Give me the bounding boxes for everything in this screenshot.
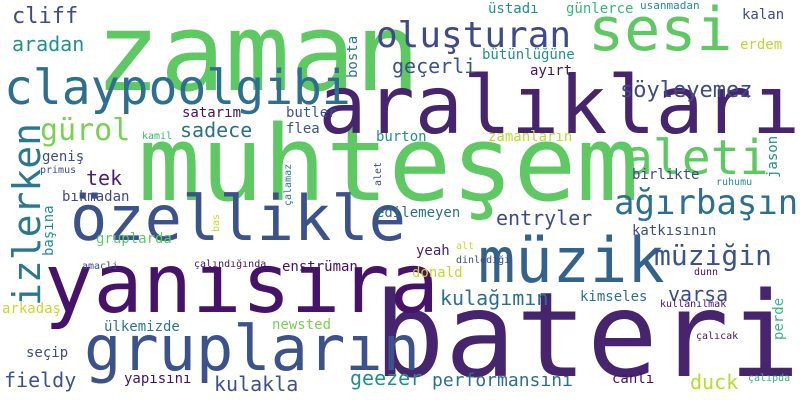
word-varsa: varsa — [668, 282, 729, 306]
word-aradan: aradan — [12, 32, 85, 56]
word-birlikte: birlikte — [632, 167, 700, 183]
word-erdem: erdem — [740, 37, 783, 53]
word-olusturan: oluşturan — [376, 15, 572, 56]
word-yanisira: yanısıra — [44, 237, 439, 332]
word-duck: duck — [690, 370, 739, 394]
word-calindiginda: çalındığında — [194, 259, 267, 270]
word-gunlerce: günlerce — [566, 1, 634, 17]
word-bas: bas — [211, 213, 222, 232]
word-primus: primus — [40, 165, 77, 176]
word-tek: tek — [86, 166, 123, 190]
word-perde: perde — [771, 297, 787, 340]
word-entryler: entryler — [496, 206, 593, 230]
word-muhtesem: muhteşem — [138, 103, 639, 225]
word-geezer: geezer — [350, 366, 423, 390]
word-performansini: performansını — [432, 370, 573, 391]
word-newsted: newsted — [272, 317, 332, 333]
word-edilemeyen: edilemeyen — [376, 205, 461, 221]
word-ruhumu: ruhumu — [716, 177, 753, 188]
word-canli: canlı — [612, 371, 655, 387]
word-genis: geniş — [42, 149, 85, 165]
word-cliff: cliff — [12, 4, 79, 29]
word-aleti: aleti — [624, 130, 769, 186]
word-butunlugune: bütünlüğüne — [482, 47, 575, 63]
word-gruplarda: gruplarda — [96, 231, 172, 247]
word-donald: donald — [412, 265, 463, 281]
word-bateri: bateri — [373, 266, 800, 400]
word-satarim: satarım — [182, 105, 242, 121]
word-kamil: kamil — [142, 131, 173, 142]
word-yapisini: yapısını — [124, 371, 192, 387]
word-bikmadan: bıkmadan — [62, 189, 130, 205]
word-zaman: zaman — [95, 0, 421, 116]
word-claypoolgibi: claypoolgibi — [4, 60, 351, 116]
word-kullanilmak: kullanılmak — [660, 299, 727, 310]
word-sesi: sesi — [588, 0, 733, 65]
word-calipda: çalıpda — [748, 373, 791, 384]
word-gruplarin: grupların — [84, 312, 420, 385]
word-ustadi: üstadı — [488, 1, 539, 17]
word-araliklari: aralıkları — [318, 59, 800, 152]
word-enstruman: enstrüman — [282, 259, 358, 275]
word-jason: jason — [765, 135, 781, 178]
word-sadece: sadece — [180, 118, 253, 142]
word-amacli: amacli — [82, 261, 119, 272]
word-ulkemizde: ülkemizde — [104, 319, 180, 335]
word-kulakla: kulakla — [214, 372, 299, 396]
word-bosta: bosta — [345, 35, 361, 78]
word-yeah: yeah — [416, 243, 450, 259]
word-burton: burton — [376, 129, 427, 145]
word-kimseles: kimseles — [580, 289, 648, 305]
word-dunn: dunn — [694, 267, 719, 278]
word-muzigin: müziğin — [654, 239, 773, 272]
word-butler: butler — [286, 105, 337, 121]
word-secip: seçip — [26, 345, 69, 361]
word-ayirt: ayırt — [530, 63, 573, 79]
word-dinledigi: dinlediği — [456, 255, 511, 266]
word-calamaz: çalamaz — [283, 163, 294, 206]
word-kulagimin: kulağımın — [440, 286, 549, 310]
word-kalan: kalan — [742, 7, 785, 23]
word-katkisinin: katkısının — [632, 223, 717, 239]
word-zamanlarin: zamanların — [488, 129, 573, 145]
word-flea: flea — [286, 121, 320, 137]
word-arkadas: arkadaş — [2, 301, 62, 317]
word-soyleyemez: söyleyemez — [620, 78, 753, 103]
word-basina: başına — [41, 205, 57, 256]
word-agirbasin: ağırbaşın — [614, 183, 799, 223]
word-gecerli: geçerli — [392, 54, 477, 78]
word-gurol: gürol — [40, 113, 131, 148]
word-ozellikle: özellikle — [70, 182, 406, 255]
word-fieldy: fieldy — [4, 368, 77, 392]
word-usanmadan: usanmadan — [640, 0, 700, 12]
word-muzik: müzik — [478, 224, 665, 297]
word-alt: alt — [456, 241, 475, 252]
word-alet: alet — [373, 161, 384, 186]
word-calicak: çalıcak — [696, 331, 739, 342]
